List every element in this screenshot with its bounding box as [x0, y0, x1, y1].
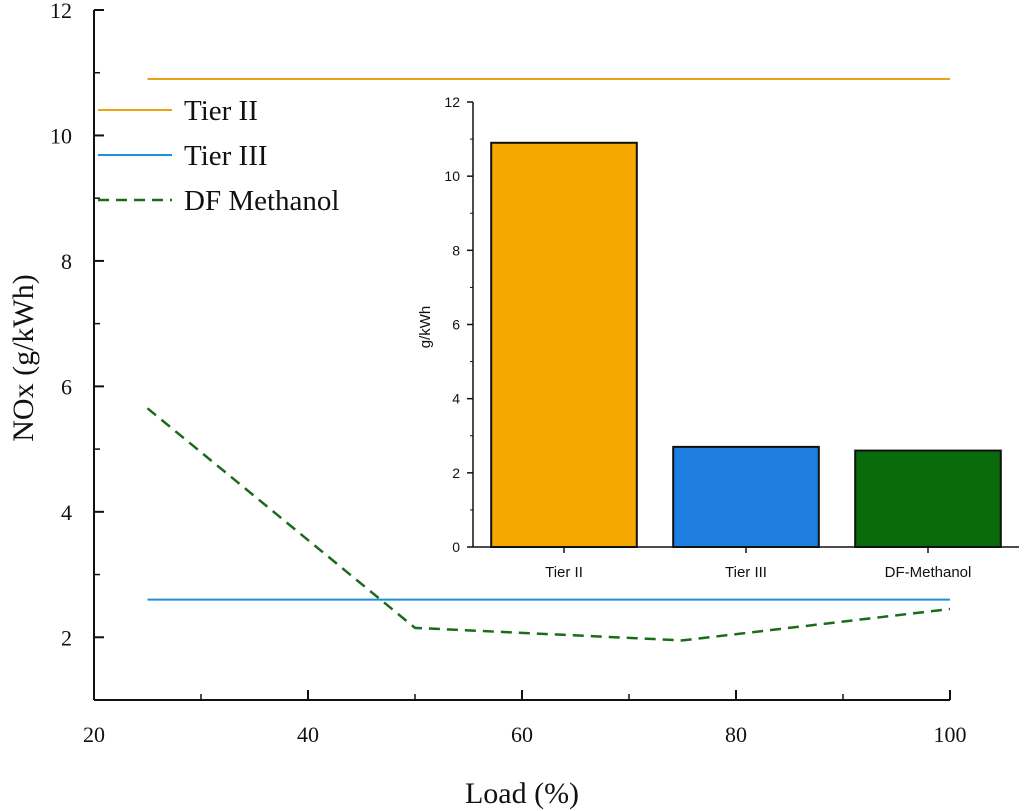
inset-y-tick-label: 4	[452, 391, 460, 407]
y-tick-label: 2	[61, 625, 72, 650]
inset-y-tick-label: 0	[452, 539, 460, 555]
legend-label: Tier III	[184, 140, 268, 172]
inset-y-tick-label: 8	[452, 242, 460, 258]
x-axis-label: Load (%)	[465, 777, 579, 810]
y-tick-label: 4	[61, 500, 72, 525]
inset-y-tick-label: 12	[444, 94, 460, 110]
y-tick-label: 10	[50, 123, 72, 148]
inset-bar	[672, 445, 820, 548]
y-axis-label: NOx (g/kWh)	[7, 274, 40, 441]
x-tick-label: 80	[725, 722, 747, 747]
y-tick-label: 6	[61, 374, 72, 399]
series-line-df-methanol	[146, 407, 951, 642]
inset-x-tick-label: Tier II	[545, 564, 583, 581]
x-tick-label: 100	[934, 722, 967, 747]
inset-bar	[490, 141, 638, 549]
inset-y-axis-label: g/kWh	[417, 306, 434, 349]
x-tick-label: 60	[511, 722, 533, 747]
inset-x-tick-label: Tier III	[725, 564, 767, 581]
legend: Tier II Tier III DF Methanol	[98, 95, 339, 217]
x-tick-label: 20	[83, 722, 105, 747]
legend-label: Tier II	[184, 95, 258, 127]
main-series-lines	[146, 78, 951, 642]
inset-bar	[854, 449, 1002, 549]
inset-y-tick-label: 10	[444, 168, 460, 184]
inset-x-tick-label: DF-Methanol	[885, 564, 972, 581]
legend-label: DF Methanol	[184, 185, 339, 217]
inset-bar-chart: 0 2 4 6 8 10 12 Tier II Tier III DF-Methanol	[444, 94, 1019, 581]
y-tick-label: 8	[61, 249, 72, 274]
y-tick-label: 12	[50, 0, 72, 23]
inset-y-tick-label: 2	[452, 465, 460, 481]
inset-y-tick-label: 6	[452, 317, 460, 333]
x-tick-label: 40	[297, 722, 319, 747]
